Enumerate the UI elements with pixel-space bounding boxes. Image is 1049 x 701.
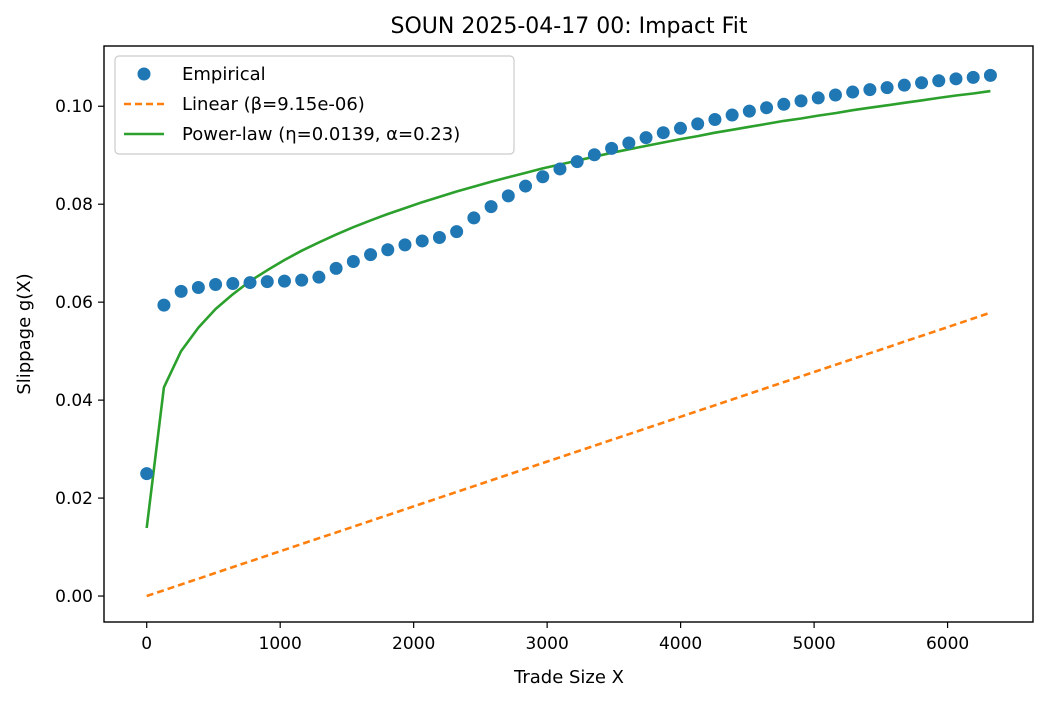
legend-empirical-marker bbox=[137, 67, 151, 81]
x-tick-label: 5000 bbox=[792, 634, 835, 654]
empirical-point bbox=[932, 74, 946, 88]
empirical-point bbox=[157, 298, 171, 312]
x-tick-label: 3000 bbox=[526, 634, 569, 654]
x-tick-label: 4000 bbox=[659, 634, 702, 654]
legend: Empirical Linear (β=9.15e-06) Power-law (η… bbox=[114, 55, 515, 155]
empirical-point bbox=[742, 104, 756, 118]
empirical-point bbox=[174, 284, 188, 298]
empirical-point bbox=[329, 261, 343, 275]
empirical-point bbox=[536, 170, 550, 184]
y-tick-label: 0.10 bbox=[55, 97, 93, 117]
chart-title: SOUN 2025-04-17 00: Impact Fit bbox=[391, 14, 748, 39]
x-tick-label: 1000 bbox=[259, 634, 302, 654]
empirical-point bbox=[398, 238, 412, 252]
empirical-point bbox=[691, 117, 705, 131]
empirical-point bbox=[708, 112, 722, 126]
empirical-point bbox=[209, 278, 223, 292]
empirical-point bbox=[415, 234, 429, 248]
legend-linear-label: Linear (β=9.15e-06) bbox=[182, 94, 365, 115]
empirical-point bbox=[570, 155, 584, 169]
empirical-point bbox=[553, 162, 567, 176]
empirical-point bbox=[226, 277, 240, 291]
x-tick-label: 0 bbox=[141, 634, 152, 654]
empirical-point bbox=[587, 148, 601, 162]
empirical-point bbox=[346, 255, 360, 269]
empirical-point bbox=[880, 81, 894, 95]
empirical-point bbox=[260, 275, 274, 289]
y-tick-label: 0.02 bbox=[55, 489, 93, 509]
empirical-point bbox=[983, 68, 997, 82]
legend-box bbox=[114, 55, 515, 155]
empirical-point bbox=[897, 78, 911, 92]
empirical-point bbox=[519, 179, 533, 193]
empirical-point bbox=[501, 189, 515, 203]
y-tick-label: 0.08 bbox=[55, 195, 93, 215]
empirical-point bbox=[295, 273, 309, 287]
empirical-point bbox=[312, 270, 326, 284]
empirical-point bbox=[277, 274, 291, 288]
empirical-point bbox=[915, 76, 929, 90]
empirical-point bbox=[828, 88, 842, 102]
empirical-point bbox=[966, 70, 980, 84]
y-axis-label: Slippage g(X) bbox=[14, 273, 35, 394]
empirical-point bbox=[467, 211, 481, 225]
x-tick-label: 6000 bbox=[926, 634, 969, 654]
x-axis-label: Trade Size X bbox=[513, 667, 624, 688]
empirical-point bbox=[777, 97, 791, 111]
empirical-point bbox=[673, 121, 687, 135]
empirical-point bbox=[725, 108, 739, 122]
empirical-point bbox=[364, 248, 378, 262]
empirical-point bbox=[811, 91, 825, 105]
plot-frame bbox=[103, 45, 1034, 623]
empirical-point bbox=[794, 94, 808, 108]
empirical-point bbox=[846, 85, 860, 99]
empirical-point bbox=[191, 280, 205, 294]
empirical-point bbox=[450, 225, 464, 239]
plot-area bbox=[140, 68, 997, 598]
x-tick-label: 2000 bbox=[392, 634, 435, 654]
axis-ticks: 0 1000 2000 3000 4000 5000 6000 0.00 0.02 0.04 0.0… bbox=[55, 97, 969, 654]
y-tick-label: 0.06 bbox=[55, 293, 93, 313]
empirical-point bbox=[622, 136, 636, 150]
empirical-point bbox=[760, 101, 774, 115]
empirical-point bbox=[639, 131, 653, 145]
legend-empirical-label: Empirical bbox=[182, 64, 266, 85]
legend-power-law-label: Power-law (η=0.0139, α=0.23) bbox=[182, 124, 460, 145]
empirical-point bbox=[140, 467, 154, 481]
y-tick-label: 0.00 bbox=[55, 587, 93, 607]
empirical-point bbox=[949, 72, 963, 86]
empirical-point bbox=[432, 231, 446, 245]
empirical-point bbox=[381, 243, 395, 257]
empirical-point bbox=[605, 141, 619, 155]
empirical-point bbox=[656, 126, 670, 140]
empirical-point bbox=[863, 83, 877, 97]
linear-line bbox=[146, 311, 991, 598]
y-tick-label: 0.04 bbox=[55, 391, 93, 411]
empirical-point bbox=[243, 276, 257, 290]
power-law-line bbox=[145, 89, 991, 529]
empirical-point bbox=[484, 200, 498, 214]
